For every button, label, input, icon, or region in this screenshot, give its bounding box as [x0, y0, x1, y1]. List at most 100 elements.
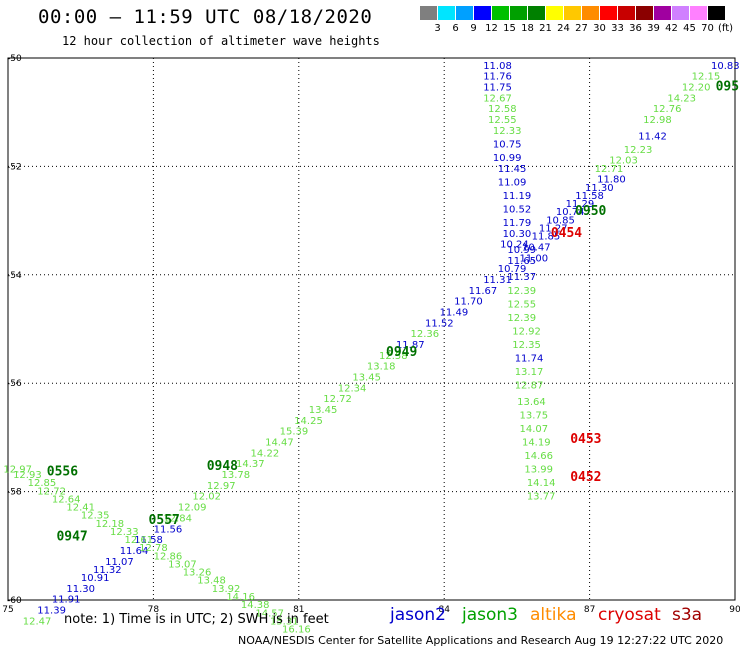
y-tick-label: -60: [7, 596, 22, 606]
wave-height-point: 12.98: [643, 115, 672, 126]
wave-height-point: 13.92: [212, 584, 241, 595]
color-swatch: [564, 6, 581, 20]
page-title: 00:00 – 11:59 UTC 08/18/2020: [38, 6, 373, 28]
color-swatch: [528, 6, 545, 20]
y-tick-label: -52: [7, 162, 22, 172]
wave-height-point: 11.07: [105, 557, 134, 568]
wave-height-point: 13.77: [527, 492, 556, 503]
wave-height-point: 10.47: [522, 242, 551, 253]
wave-height-point: 10.91: [81, 573, 110, 584]
wave-height-point: 12.76: [653, 104, 682, 115]
color-scale-label: 70: [701, 23, 714, 34]
wave-height-labels: 11.0811.7611.7512.6712.5812.5512.3310.75…: [3, 61, 739, 636]
color-scale-label: 3: [434, 23, 441, 34]
color-swatch: [510, 6, 527, 20]
wave-height-point: 10.30: [503, 229, 532, 240]
pass-time-labels: 0454 0453 0452 0950 095 0949 0948 0947 0556 0557: [47, 80, 739, 545]
wave-height-point: 12.87: [515, 381, 544, 392]
x-tick-label: 75: [2, 605, 13, 615]
wave-height-point: 13.64: [517, 397, 546, 408]
color-swatch: [474, 6, 491, 20]
wave-height-point: 11.31: [483, 275, 512, 286]
color-scale-label: (ft): [717, 23, 734, 34]
wave-height-point: 10.83: [711, 61, 740, 72]
wave-height-point: 10.24: [500, 240, 529, 251]
wave-height-point: 12.93: [13, 470, 42, 481]
wave-height-point: 12.15: [692, 72, 721, 83]
wave-height-point: 11.70: [454, 297, 483, 308]
wave-height-point: 11.76: [483, 72, 512, 83]
wave-height-point: 11.08: [483, 61, 512, 72]
satellite-legend-s3a: s3a: [672, 605, 703, 625]
color-swatch: [618, 6, 635, 20]
color-swatch: [546, 6, 563, 20]
wave-height-point: 11.37: [507, 272, 536, 283]
wave-height-point: 12.03: [609, 156, 638, 167]
wave-height-point: 11.74: [515, 354, 544, 365]
wave-height-point: 10.52: [503, 204, 532, 215]
wave-height-point: 11.58: [134, 535, 163, 546]
pass-time-label: 0948: [207, 459, 238, 474]
wave-height-point: 14.19: [522, 438, 551, 449]
wave-height-point: 13.48: [197, 576, 226, 587]
wave-height-point: 11.27: [539, 223, 568, 234]
wave-height-point: 12.72: [37, 486, 66, 497]
satellite-legend-cryosat: cryosat: [598, 605, 661, 625]
wave-height-point: 11.56: [154, 524, 183, 535]
wave-height-point: 12.61: [125, 535, 154, 546]
color-swatch: [600, 6, 617, 20]
wave-height-point: 13.45: [352, 372, 381, 383]
page-subtitle: 12 hour collection of altimeter wave hei…: [62, 34, 380, 48]
wave-height-point: 12.02: [192, 492, 221, 503]
wave-height-point: 12.39: [507, 286, 536, 297]
y-tick-label: -50: [7, 54, 22, 64]
color-scale-label: 12: [485, 23, 498, 34]
wave-height-point: 13.75: [520, 410, 549, 421]
wave-height-point: 12.23: [624, 145, 653, 156]
wave-height-point: 10.99: [507, 245, 536, 256]
wave-height-point: 10.79: [498, 264, 527, 275]
x-tick-label: 81: [293, 605, 304, 615]
color-scale-label: 45: [683, 23, 696, 34]
wave-height-point: 12.18: [95, 519, 124, 530]
color-swatch: [654, 6, 671, 20]
wave-height-point: 11.19: [503, 191, 532, 202]
wave-height-point: 13.07: [168, 559, 197, 570]
wave-height-point: 12.34: [338, 383, 367, 394]
wave-height-point: 11.58: [575, 191, 604, 202]
pass-time-label: 0949: [386, 345, 417, 360]
wave-height-point: 11.67: [469, 286, 498, 297]
color-scale-label: 30: [593, 23, 606, 34]
wave-height-point: 12.72: [323, 394, 352, 405]
wave-height-point: 14.14: [527, 478, 556, 489]
color-scale-label: 24: [557, 23, 570, 34]
wave-height-point: 12.09: [178, 503, 207, 514]
pass-time-label: 0453: [570, 432, 601, 447]
plot-frame: [7, 57, 736, 601]
pass-time-label: 0557: [149, 513, 180, 528]
color-scale-label: 42: [665, 23, 678, 34]
color-scale-label: 9: [470, 23, 477, 34]
wave-height-point: 10.85: [546, 215, 575, 226]
color-scale-label: 18: [521, 23, 534, 34]
wave-height-point: 12.85: [28, 478, 57, 489]
pass-time-label: 0452: [570, 470, 601, 485]
wave-height-point: 12.97: [3, 465, 32, 476]
x-tick-label: 78: [148, 605, 160, 615]
wave-height-point: 12.55: [507, 299, 536, 310]
wave-height-point: 12.97: [207, 481, 236, 492]
wave-height-point: 13.18: [367, 362, 396, 373]
wave-height-point: 14.25: [294, 416, 323, 427]
wave-height-point: 12.47: [23, 616, 52, 627]
color-swatch: [438, 6, 455, 20]
wave-height-point: 13.45: [309, 405, 338, 416]
wave-height-point: 11.29: [566, 199, 595, 210]
footer-note: note: 1) Time is in UTC; 2) SWH is in fe…: [64, 612, 329, 627]
wave-height-point: 11.79: [503, 218, 532, 229]
wave-height-point: 12.35: [512, 340, 541, 351]
wave-height-point: 11.49: [440, 307, 469, 318]
color-swatch: [636, 6, 653, 20]
wave-height-point: 15.39: [280, 427, 309, 438]
wave-height-point: 11.75: [483, 83, 512, 94]
